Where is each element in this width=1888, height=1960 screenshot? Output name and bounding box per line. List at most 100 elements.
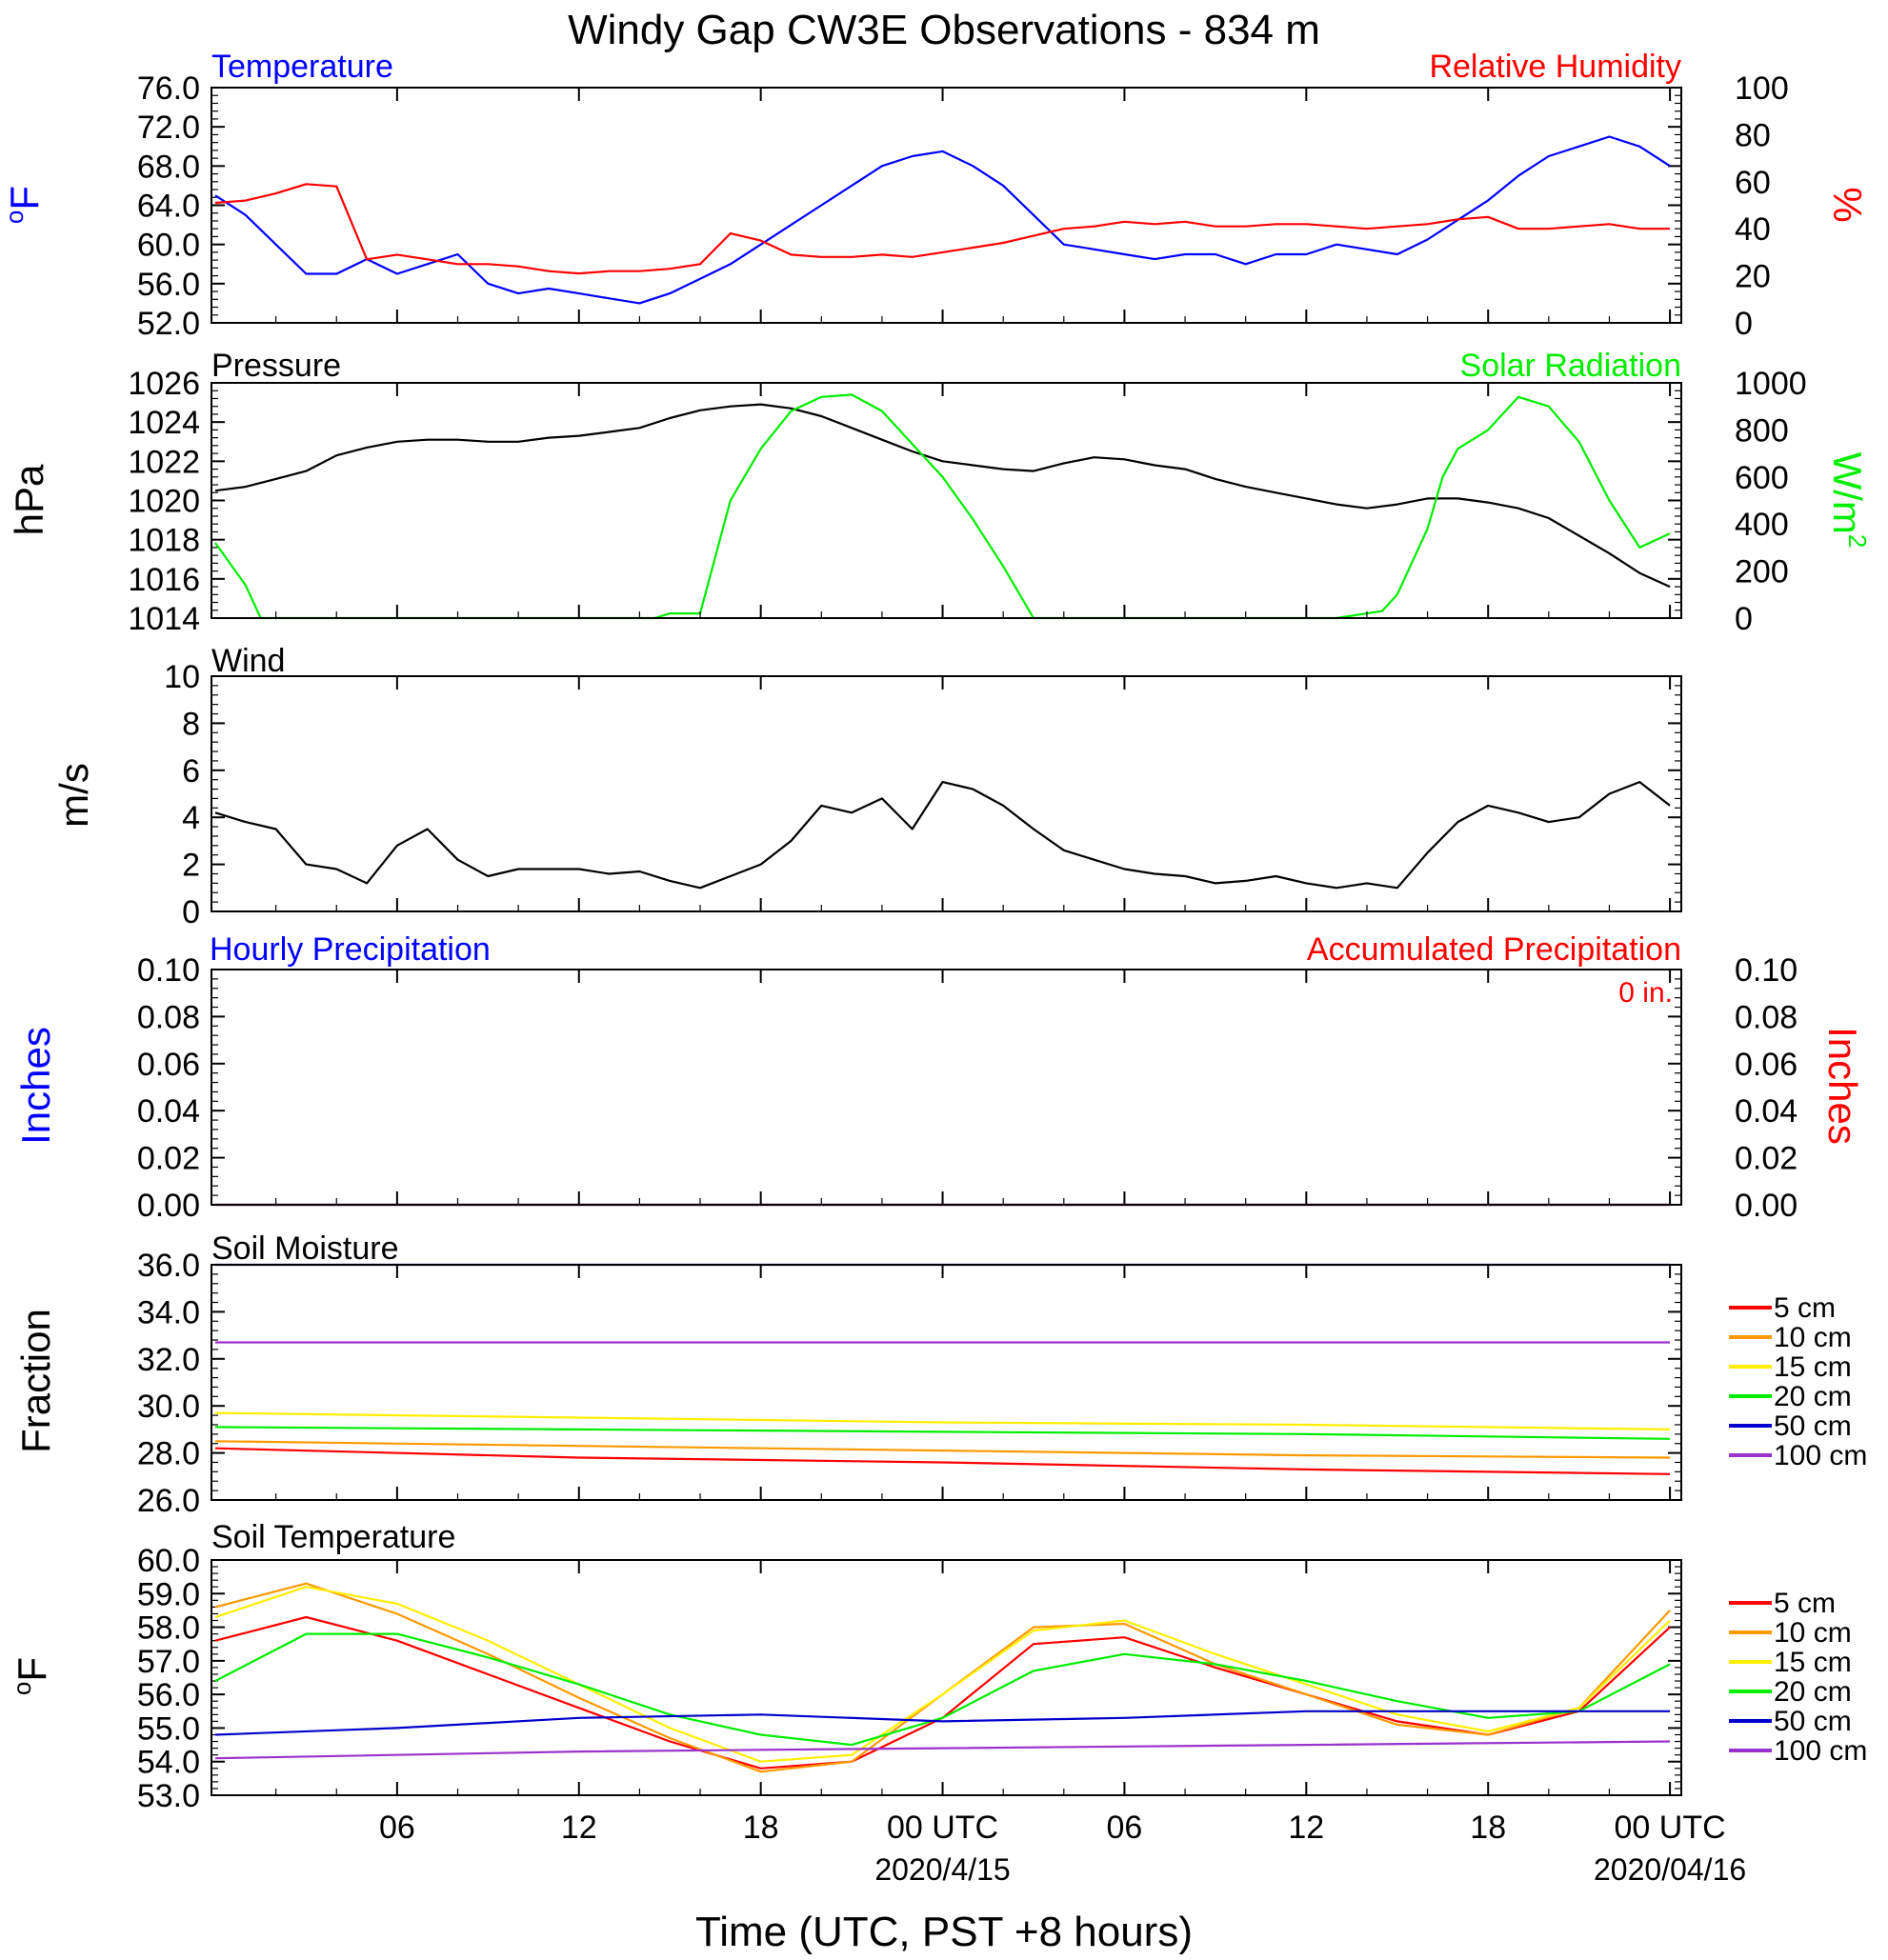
panel-soil-moisture: Soil Moisture Fraction 26.0 28.0 30.0 32.0 3… xyxy=(13,1230,1867,1519)
y-tick-label: 10 xyxy=(164,659,200,695)
wind-unit: m/s xyxy=(51,763,96,828)
series-line xyxy=(214,1447,1671,1475)
panel-temp-rh: Temperature Relative Humidity oF % 52.05… xyxy=(0,49,1870,342)
series-line xyxy=(214,1586,1671,1763)
y2-tick-label: 800 xyxy=(1735,412,1789,449)
temperature-title: Temperature xyxy=(211,49,393,85)
y-tick-label: 57.0 xyxy=(137,1644,200,1680)
y-tick-label: 56.0 xyxy=(137,1677,200,1713)
y-tick-label: 2 xyxy=(182,848,200,884)
y-tick-label: 32.0 xyxy=(137,1342,200,1378)
series-line xyxy=(214,780,1671,890)
x-date-label: 2020/4/15 xyxy=(874,1852,1010,1887)
wind-frame xyxy=(211,675,1682,912)
soil-temp-unit: oF xyxy=(8,1657,54,1695)
series-line xyxy=(214,1632,1671,1747)
series-line xyxy=(214,1710,1671,1736)
soil-temp-frame xyxy=(211,1559,1682,1796)
x-tick-label: 00 UTC xyxy=(887,1810,998,1846)
soil-moisture-title: Soil Moisture xyxy=(211,1230,399,1267)
series-line xyxy=(214,403,1671,589)
y-tick-label: 58.0 xyxy=(137,1610,200,1647)
y-tick-label: 0.06 xyxy=(137,1047,200,1083)
pressure-frame xyxy=(211,382,1682,619)
precip-total-label: 0 in. xyxy=(1618,977,1673,1009)
hourly-precip-title: Hourly Precipitation xyxy=(210,931,491,968)
y2-tick-label: 100 xyxy=(1735,70,1789,107)
y-tick-label: 1024 xyxy=(128,405,200,441)
legend-label: 100 cm xyxy=(1774,1735,1867,1767)
y-tick-label: 59.0 xyxy=(137,1576,200,1612)
y2-tick-label: 0.06 xyxy=(1735,1047,1798,1083)
y-tick-label: 4 xyxy=(182,800,200,836)
soil-moisture-frame xyxy=(211,1264,1682,1501)
y-tick-label: 26.0 xyxy=(137,1483,200,1519)
chart-title: Windy Gap CW3E Observations - 834 m xyxy=(568,7,1320,53)
x-axis-label: Time (UTC, PST +8 hours) xyxy=(695,1909,1193,1955)
legend-label: 50 cm xyxy=(1774,1706,1852,1737)
y-tick-label: 76.0 xyxy=(137,70,200,107)
x-tick-label: 06 xyxy=(1107,1810,1143,1846)
x-tick-label: 12 xyxy=(561,1810,597,1846)
rh-unit: % xyxy=(1825,187,1870,222)
y-tick-label: 34.0 xyxy=(137,1294,200,1330)
series-line xyxy=(214,1426,1671,1440)
temp-rh-plot xyxy=(214,135,1671,305)
soil-temp-plot xyxy=(214,1582,1671,1773)
legend-label: 5 cm xyxy=(1774,1588,1836,1619)
y-tick-label: 0.02 xyxy=(137,1141,200,1177)
hourly-precip-unit: Inches xyxy=(13,1027,58,1145)
y2-tick-label: 1000 xyxy=(1735,366,1807,402)
y-tick-label: 1022 xyxy=(128,444,200,480)
precip-frame xyxy=(211,969,1682,1206)
y2-tick-label: 600 xyxy=(1735,460,1789,496)
y-tick-label: 8 xyxy=(182,706,200,742)
pressure-unit: hPa xyxy=(7,464,51,535)
hourly-precip-tick-labels: 0.00 0.02 0.04 0.06 0.08 0.10 xyxy=(137,952,1681,1224)
y-tick-label: 0.10 xyxy=(137,952,200,989)
y-tick-label: 6 xyxy=(182,753,200,790)
panel-soil-temp: Soil Temperature oF 53.054.055.056.057.0… xyxy=(8,1519,1867,1814)
y-tick-label: 54.0 xyxy=(137,1745,200,1781)
x-tick-label: 18 xyxy=(1470,1810,1506,1846)
y-tick-label: 60.0 xyxy=(137,1543,200,1579)
y-tick-label: 0 xyxy=(182,894,200,930)
y2-tick-label: 60 xyxy=(1735,165,1771,201)
temp-unit: oF xyxy=(0,186,47,224)
y-tick-label: 0.00 xyxy=(137,1188,200,1224)
series-line xyxy=(214,1411,1671,1430)
y-tick-label: 52.0 xyxy=(137,306,200,342)
solar-title: Solar Radiation xyxy=(1460,348,1681,384)
accum-precip-title: Accumulated Precipitation xyxy=(1307,931,1681,968)
y-tick-label: 55.0 xyxy=(137,1710,200,1747)
y-tick-label: 1014 xyxy=(128,601,200,637)
series-line xyxy=(214,183,1671,275)
y-tick-label: 1026 xyxy=(128,366,200,402)
rh-title: Relative Humidity xyxy=(1429,49,1681,85)
y-tick-label: 53.0 xyxy=(137,1778,200,1814)
series-line xyxy=(214,1740,1671,1760)
time-axis: 06 12 18 00 UTC 2020/4/15 06 12 18 00 UTC 2020/04… xyxy=(379,1810,1746,1887)
y2-tick-label: 200 xyxy=(1735,554,1789,590)
y2-tick-label: 20 xyxy=(1735,259,1771,295)
y2-tick-label: 0.10 xyxy=(1735,952,1798,989)
panel-precip: Hourly Precipitation Accumulated Precipi… xyxy=(13,931,1865,1224)
soil-temp-tick-labels: 53.054.055.056.057.058.059.060.0 xyxy=(137,1543,1681,1814)
legend-label: 50 cm xyxy=(1774,1410,1852,1442)
series-line xyxy=(214,135,1671,305)
y2-tick-label: 0.00 xyxy=(1735,1188,1798,1224)
temp-tick-labels: 52.056.060.064.0 68.072.076.0 xyxy=(137,70,1681,342)
y-tick-label: 68.0 xyxy=(137,149,200,185)
solar-unit: W/m2 xyxy=(1825,452,1872,549)
y2-tick-label: 40 xyxy=(1735,211,1771,248)
soil-moisture-unit: Fraction xyxy=(13,1309,58,1453)
y-tick-label: 64.0 xyxy=(137,189,200,225)
solar-tick-labels: 0 200 400 600 800 1000 xyxy=(1735,366,1807,637)
x-date-label: 2020/04/16 xyxy=(1594,1852,1746,1887)
y-tick-label: 28.0 xyxy=(137,1436,200,1472)
y2-tick-label: 0 xyxy=(1735,306,1753,342)
wind-title: Wind xyxy=(211,643,285,679)
